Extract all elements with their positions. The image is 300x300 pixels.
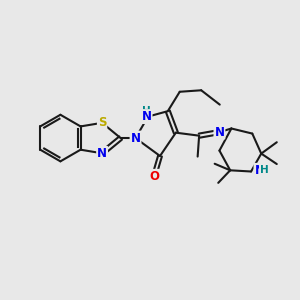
Text: S: S <box>98 116 106 129</box>
Text: O: O <box>149 170 159 183</box>
Text: N: N <box>214 126 224 139</box>
Text: N: N <box>254 164 265 177</box>
Text: N: N <box>142 110 152 123</box>
Text: H: H <box>260 165 268 175</box>
Text: N: N <box>97 147 107 160</box>
Text: H: H <box>142 106 151 116</box>
Text: N: N <box>130 132 140 145</box>
